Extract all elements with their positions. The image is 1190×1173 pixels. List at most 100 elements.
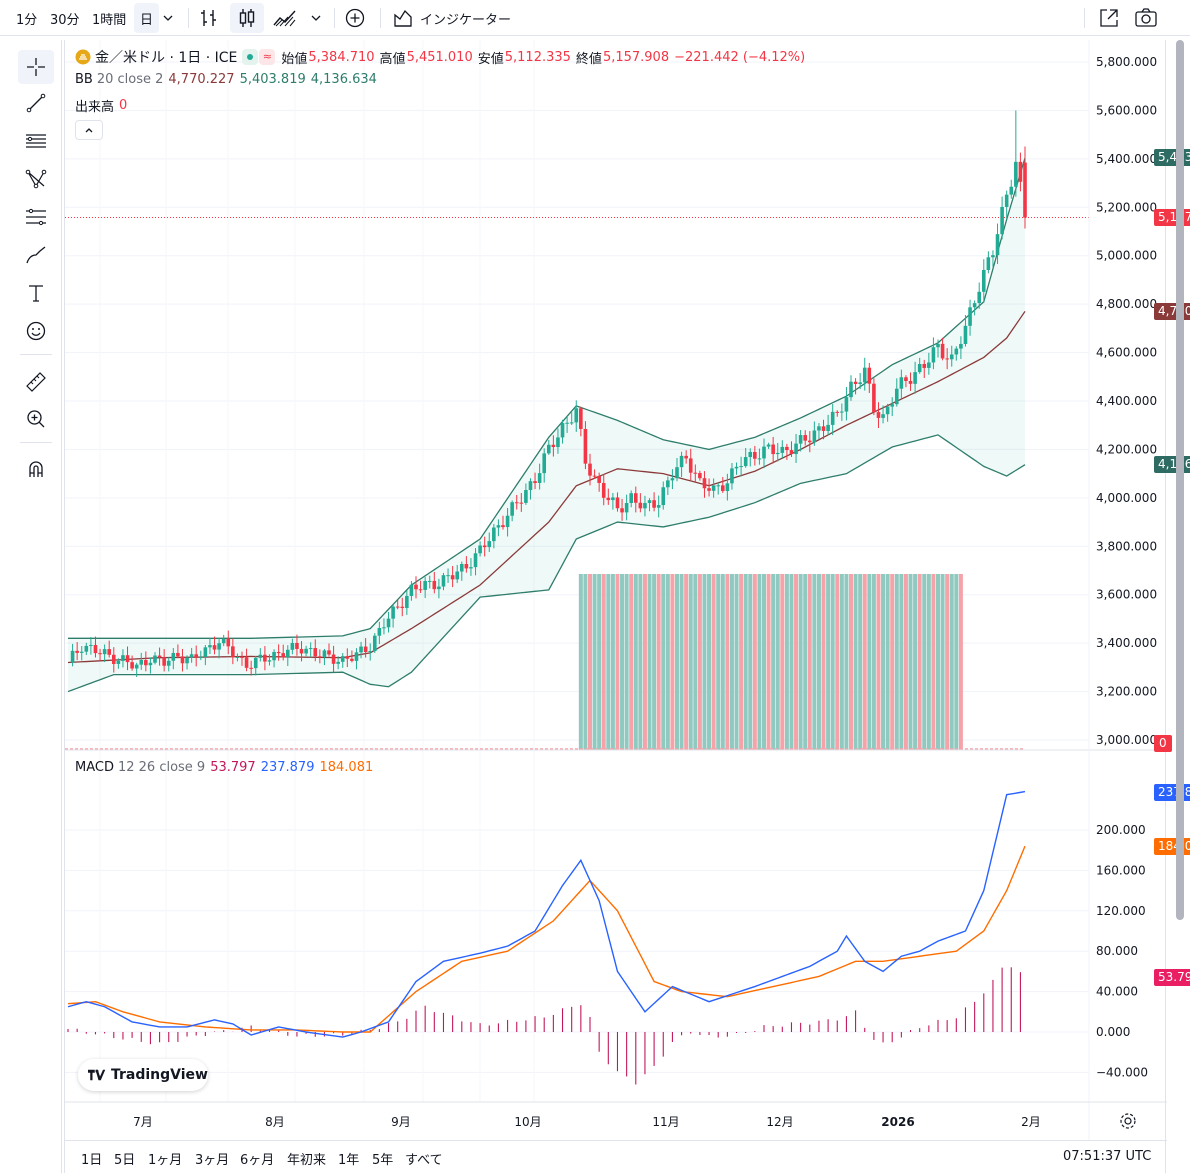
- candle-body: [519, 502, 524, 504]
- candle-body: [249, 667, 253, 669]
- candle-body: [684, 455, 688, 459]
- candle-body: [299, 648, 304, 654]
- candle-body: [437, 586, 441, 590]
- symbol-title[interactable]: 金／米ドル · 1日 · ICE: [95, 50, 238, 66]
- indicators-icon: [394, 9, 412, 27]
- macd-signal-value: 184.081: [319, 760, 374, 775]
- volume-bar: [762, 574, 766, 750]
- candle-body: [986, 257, 991, 270]
- volume-bar: [780, 574, 785, 750]
- interval-day[interactable]: 日: [134, 3, 160, 33]
- range-5d[interactable]: 5日: [114, 1153, 136, 1168]
- candle-body: [221, 638, 226, 644]
- interval-1hour[interactable]: 1時間: [92, 12, 127, 28]
- tradingview-logo[interactable]: TradingView: [78, 1059, 208, 1091]
- price-axis-tick: 3,800.000: [1096, 539, 1157, 553]
- candle-body: [482, 545, 487, 548]
- trendline-tool[interactable]: [18, 86, 54, 120]
- candle-body: [556, 437, 560, 448]
- magnet-tool[interactable]: [18, 452, 54, 486]
- price-axis-tick: 3,200.000: [1096, 685, 1157, 699]
- candle-body: [496, 525, 501, 528]
- bb-legend[interactable]: BB 20 close 2 4,770.227 5,403.819 4,136.…: [75, 72, 382, 87]
- candle-body: [885, 406, 890, 415]
- chevron-up-icon: [85, 128, 93, 133]
- zoom-tool[interactable]: [18, 402, 54, 436]
- text-tool[interactable]: [18, 276, 54, 310]
- candle-chart-button[interactable]: [230, 3, 264, 33]
- range-6m[interactable]: 6ヶ月: [240, 1153, 275, 1168]
- symbol-legend: 金／米ドル · 1日 · ICE ≈ 始値 5,384.710 高値 5,451…: [75, 47, 810, 67]
- candle-body: [588, 463, 592, 476]
- candle-body: [267, 660, 272, 662]
- volume-bar: [642, 574, 647, 750]
- volume-bar: [890, 574, 895, 750]
- emoji-tool[interactable]: [18, 314, 54, 348]
- range-1y[interactable]: 1年: [338, 1153, 360, 1168]
- horizontal-lines-tool[interactable]: [18, 124, 54, 158]
- area-chart-button[interactable]: [272, 0, 298, 36]
- chart-type-dropdown[interactable]: [308, 0, 324, 36]
- interval-30min[interactable]: 30分: [50, 12, 80, 28]
- interval-1min[interactable]: 1分: [16, 12, 38, 28]
- collapse-legend-button[interactable]: [75, 120, 103, 140]
- volume-bar: [716, 574, 721, 750]
- candle-body: [263, 654, 267, 662]
- range-all[interactable]: すべて: [405, 1153, 443, 1168]
- interval-dropdown[interactable]: [160, 0, 176, 36]
- range-ytd[interactable]: 年初来: [287, 1153, 327, 1168]
- volume-legend[interactable]: 出来高 0: [75, 96, 132, 115]
- candle-body: [693, 472, 698, 474]
- range-1m[interactable]: 1ヶ月: [148, 1153, 183, 1168]
- candle-body: [194, 654, 199, 658]
- candle-body: [826, 424, 830, 431]
- bb-upper-value: 5,403.819: [239, 72, 306, 87]
- candle-body: [940, 343, 945, 359]
- drawing-toolbar: [10, 40, 62, 1173]
- volume-bar: [867, 574, 872, 750]
- macd-axis-tick: 40.000: [1096, 985, 1138, 999]
- area-chart-icon: [273, 10, 296, 27]
- chart-canvas[interactable]: 5,800.000 5,600.000 5,400.000 5,200.000 5,00…: [65, 40, 1167, 1140]
- volume-bar: [688, 574, 693, 750]
- screenshot-button[interactable]: [1134, 0, 1158, 36]
- chart-area[interactable]: 5,800.000 5,600.000 5,400.000 5,200.000 5,00…: [64, 40, 1190, 1173]
- clock[interactable]: 07:51:37 UTC: [1063, 1149, 1152, 1164]
- crosshair-tool[interactable]: [18, 50, 54, 84]
- volume-bar: [798, 574, 803, 750]
- measure-tool[interactable]: [18, 364, 54, 398]
- volume-bar: [784, 574, 789, 750]
- brush-tool[interactable]: [18, 238, 54, 272]
- indicators-button[interactable]: インジケーター: [392, 0, 511, 36]
- fib-tool[interactable]: [18, 200, 54, 234]
- candle-body: [565, 422, 569, 424]
- candle-body: [432, 580, 437, 590]
- time-axis-tick: 11月: [652, 1115, 679, 1129]
- volume-bar: [661, 574, 666, 750]
- volume-tag: 0: [1154, 735, 1172, 752]
- macd-legend[interactable]: MACD 12 26 close 9 53.797 237.879 184.08…: [75, 760, 378, 775]
- candle-body: [858, 382, 862, 385]
- candle-body: [743, 457, 748, 467]
- candle-body: [455, 571, 460, 580]
- crosshair-icon: [27, 58, 45, 76]
- candle-body: [93, 644, 98, 654]
- volume-bar: [881, 574, 886, 750]
- candle-body: [853, 381, 858, 385]
- candle-body: [872, 383, 876, 413]
- pattern-tool[interactable]: [18, 162, 54, 196]
- range-5y[interactable]: 5年: [372, 1153, 394, 1168]
- bar-chart-button[interactable]: [198, 0, 220, 36]
- range-3m[interactable]: 3ヶ月: [195, 1153, 230, 1168]
- chart-settings-button[interactable]: [1119, 1112, 1137, 1130]
- page-scrollbar[interactable]: [1176, 40, 1184, 920]
- range-1d[interactable]: 1日: [81, 1153, 103, 1168]
- compare-button[interactable]: [344, 0, 366, 36]
- candle-body: [1000, 206, 1004, 235]
- candle-body: [881, 414, 885, 418]
- candle-body: [638, 502, 643, 509]
- candle-body: [656, 505, 661, 508]
- candle-body: [226, 638, 231, 647]
- candle-body: [450, 575, 455, 580]
- fullscreen-button[interactable]: [1098, 0, 1120, 36]
